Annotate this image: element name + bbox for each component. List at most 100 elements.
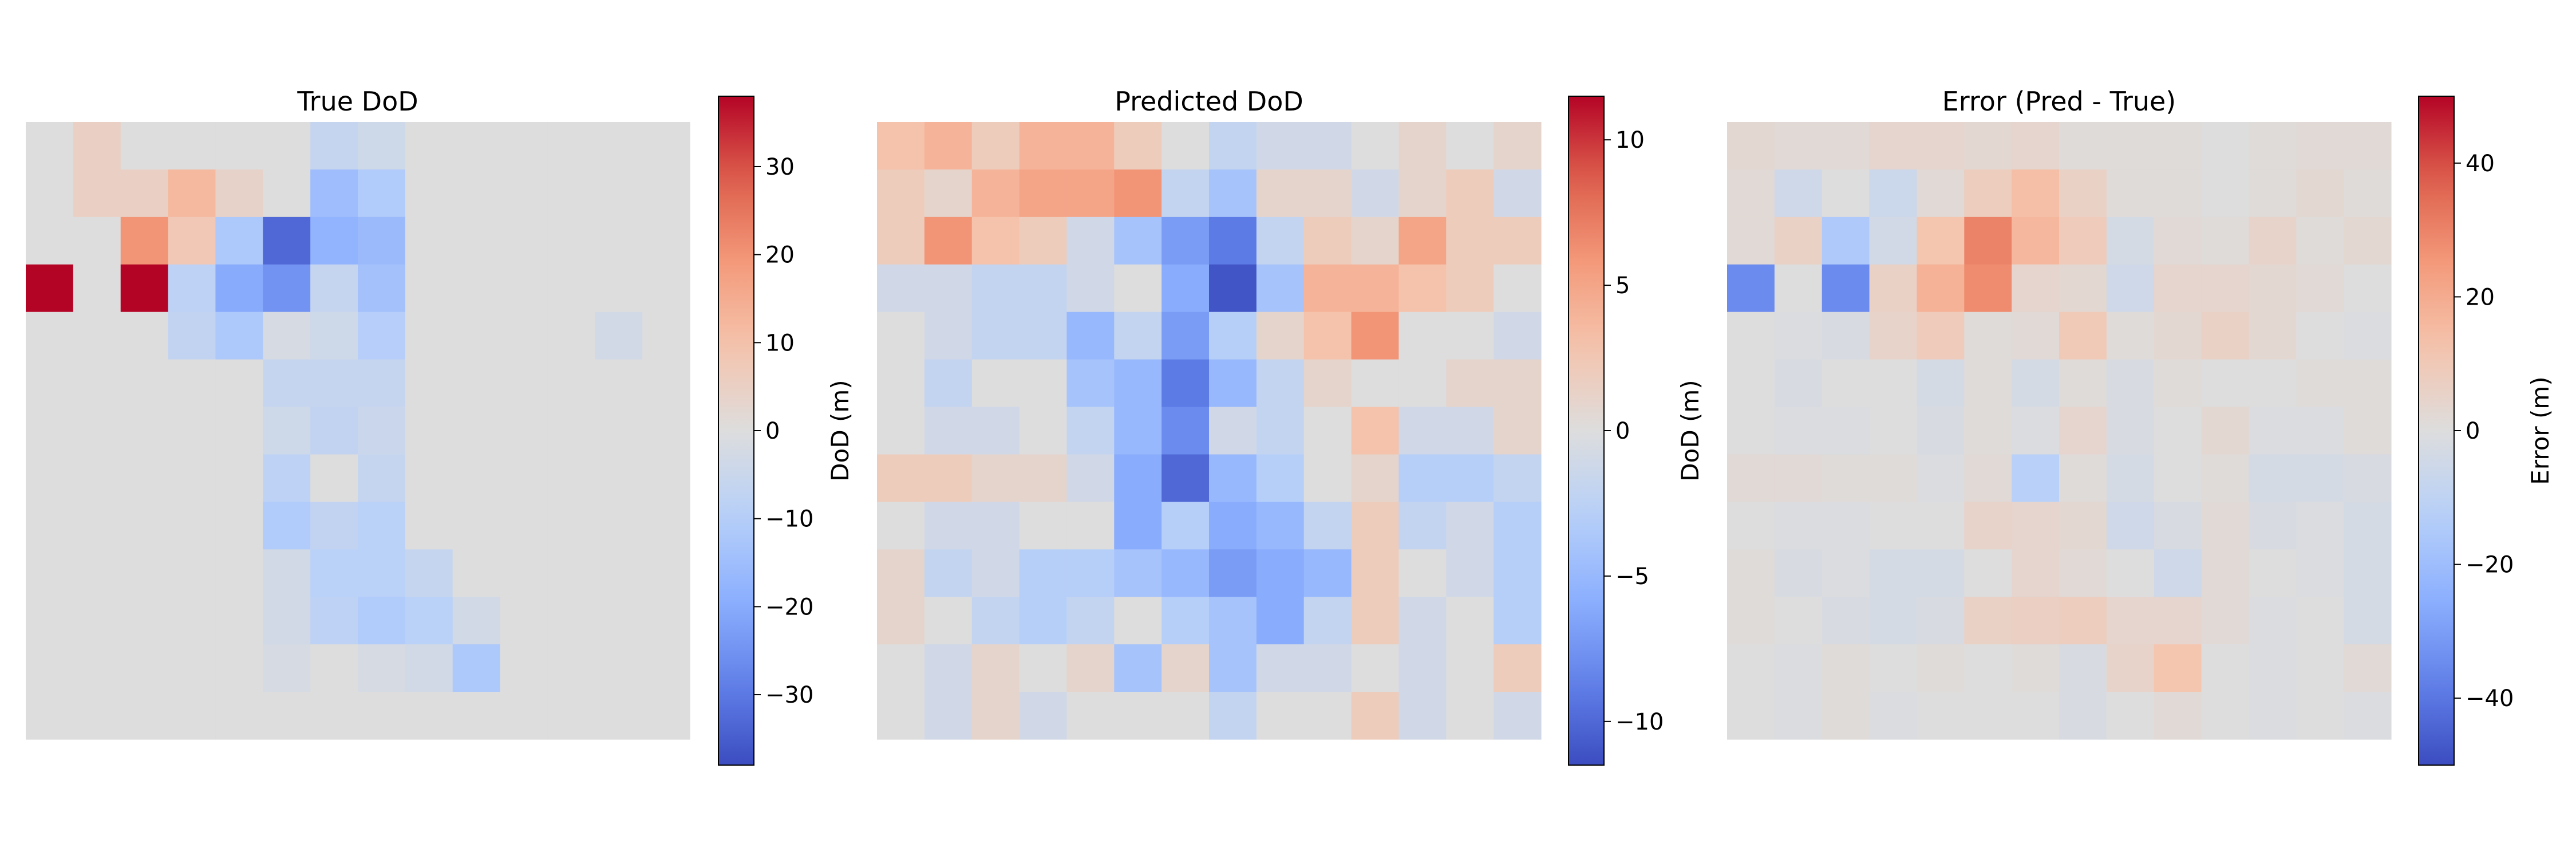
heatmap-cell-r3-c13	[642, 264, 690, 313]
heatmap-cell-r9-c11	[2249, 549, 2297, 597]
heatmap-cell-r11-c1	[1774, 644, 1823, 692]
heatmap-cell-r9-c8	[2106, 549, 2155, 597]
heatmap-cell-r6-c13	[1494, 407, 1542, 455]
heatmap-cell-r12-c11	[1398, 692, 1447, 740]
heatmap-cell-r2-c6	[1161, 216, 1210, 265]
heatmap-cell-r9-c1	[73, 549, 121, 597]
heatmap-cell-r9-c7	[358, 549, 406, 597]
heatmap-cell-r0-c12	[1446, 122, 1494, 170]
heatmap-cell-r3-c6	[1161, 264, 1210, 313]
heatmap-cell-r3-c9	[2154, 264, 2202, 313]
heatmap-cell-r7-c9	[2154, 454, 2202, 502]
heatmap-cell-r4-c4	[1917, 312, 1965, 360]
heatmap-cell-r0-c5	[1114, 122, 1162, 170]
heatmap-cell-r3-c13	[1494, 264, 1542, 313]
heatmap-cell-r12-c6	[310, 692, 358, 740]
heatmap-cell-r9-c2	[1822, 549, 1870, 597]
colorbar-tick-label: 0	[1615, 418, 1630, 444]
heatmap-cell-r6-c10	[1351, 407, 1400, 455]
heatmap-cell-r8-c10	[1351, 502, 1400, 550]
heatmap-cell-r0-c11	[1398, 122, 1447, 170]
heatmap-cell-r8-c9	[1303, 502, 1352, 550]
heatmap-cell-r5-c5	[1114, 359, 1162, 408]
heatmap-cell-r7-c3	[168, 454, 216, 502]
heatmap-cell-r11-c9	[2154, 644, 2202, 692]
heatmap-cell-r8-c1	[924, 502, 973, 550]
heatmap-cell-r3-c0	[26, 264, 74, 313]
heatmap-cell-r7-c6	[1161, 454, 1210, 502]
heatmap-cell-r7-c10	[500, 454, 548, 502]
heatmap-cell-r5-c10	[500, 359, 548, 408]
heatmap-cell-r1-c10	[1351, 169, 1400, 218]
heatmap-cell-r0-c1	[1774, 122, 1823, 170]
colorbar-tick-label: 10	[1615, 127, 1645, 153]
heatmap-cell-r3-c2	[120, 264, 169, 313]
heatmap-cell-r5-c11	[2249, 359, 2297, 408]
heatmap-cell-r3-c12	[595, 264, 643, 313]
heatmap-cell-r0-c0	[1727, 122, 1775, 170]
heatmap-cell-r2-c10	[1351, 216, 1400, 265]
heatmap-cell-r10-c4	[1066, 597, 1115, 645]
heatmap-cell-r11-c4	[1066, 644, 1115, 692]
heatmap-cell-r7-c11	[1398, 454, 1447, 502]
heatmap-cell-r5-c0	[26, 359, 74, 408]
colorbar-tick-label: 0	[2466, 418, 2480, 444]
heatmap-cell-r4-c3	[1019, 312, 1068, 360]
heatmap-cell-r5-c13	[642, 359, 690, 408]
heatmap-cell-r5-c6	[2012, 359, 2060, 408]
heatmap-cell-r10-c11	[547, 597, 595, 645]
heatmap-cell-r1-c4	[1066, 169, 1115, 218]
heatmap-cell-r2-c1	[1774, 216, 1823, 265]
heatmap-cell-r5-c10	[2201, 359, 2250, 408]
heatmap-cell-r5-c7	[1209, 359, 1257, 408]
heatmap-cell-r2-c3	[168, 216, 216, 265]
heatmap-cell-r0-c8	[2106, 122, 2155, 170]
heatmap-cell-r8-c6	[2012, 502, 2060, 550]
heatmap-cell-r2-c9	[2154, 216, 2202, 265]
heatmap-cell-r7-c9	[452, 454, 501, 502]
heatmap-cell-r8-c7	[1209, 502, 1257, 550]
heatmap-cell-r10-c9	[452, 597, 501, 645]
heatmap-cell-r7-c0	[26, 454, 74, 502]
heatmap-cell-r6-c2	[971, 407, 1020, 455]
heatmap-cell-r0-c6	[1161, 122, 1210, 170]
colorbar-tick-label: 30	[765, 154, 795, 180]
heatmap-cell-r1-c3	[1019, 169, 1068, 218]
heatmap-cell-r0-c3	[1869, 122, 1918, 170]
heatmap-cell-r11-c1	[73, 644, 121, 692]
heatmap-cell-r2-c4	[1066, 216, 1115, 265]
heatmap-cell-r10-c3	[168, 597, 216, 645]
heatmap-cell-r0-c11	[2249, 122, 2297, 170]
heatmap-cell-r10-c8	[2106, 597, 2155, 645]
heatmap-cell-r8-c11	[547, 502, 595, 550]
heatmap-cell-r10-c7	[1209, 597, 1257, 645]
heatmap-cell-r11-c13	[2344, 644, 2392, 692]
heatmap-cell-r0-c5	[1964, 122, 2012, 170]
heatmap-cell-r2-c10	[2201, 216, 2250, 265]
colorbar-tick-label: −40	[2466, 685, 2514, 712]
heatmap-cell-r10-c4	[1917, 597, 1965, 645]
heatmap-cell-r7-c10	[2201, 454, 2250, 502]
heatmap-cell-r8-c3	[1869, 502, 1918, 550]
heatmap-cell-r3-c2	[971, 264, 1020, 313]
heatmap-cell-r12-c13	[2344, 692, 2392, 740]
heatmap-cell-r7-c8	[405, 454, 453, 502]
heatmap-cell-r1-c2	[120, 169, 169, 218]
heatmap-cell-r10-c9	[2154, 597, 2202, 645]
heatmap-cell-r2-c9	[452, 216, 501, 265]
heatmap-cell-r11-c8	[2106, 644, 2155, 692]
heatmap-cell-r4-c2	[120, 312, 169, 360]
heatmap-cell-r8-c4	[1917, 502, 1965, 550]
heatmap-cell-r12-c1	[73, 692, 121, 740]
heatmap-cell-r6-c0	[26, 407, 74, 455]
heatmap-cell-r3-c10	[500, 264, 548, 313]
heatmap-cell-r7-c2	[120, 454, 169, 502]
heatmap-cell-r5-c5	[263, 359, 311, 408]
heatmap-cell-r4-c3	[1869, 312, 1918, 360]
heatmap-cell-r12-c0	[26, 692, 74, 740]
heatmap-cell-r10-c13	[1494, 597, 1542, 645]
colorbar-tick-label: 20	[2466, 284, 2495, 310]
heatmap-cell-r9-c0	[1727, 549, 1775, 597]
heatmap-cell-r12-c7	[2059, 692, 2107, 740]
heatmap-cell-r1-c7	[1209, 169, 1257, 218]
